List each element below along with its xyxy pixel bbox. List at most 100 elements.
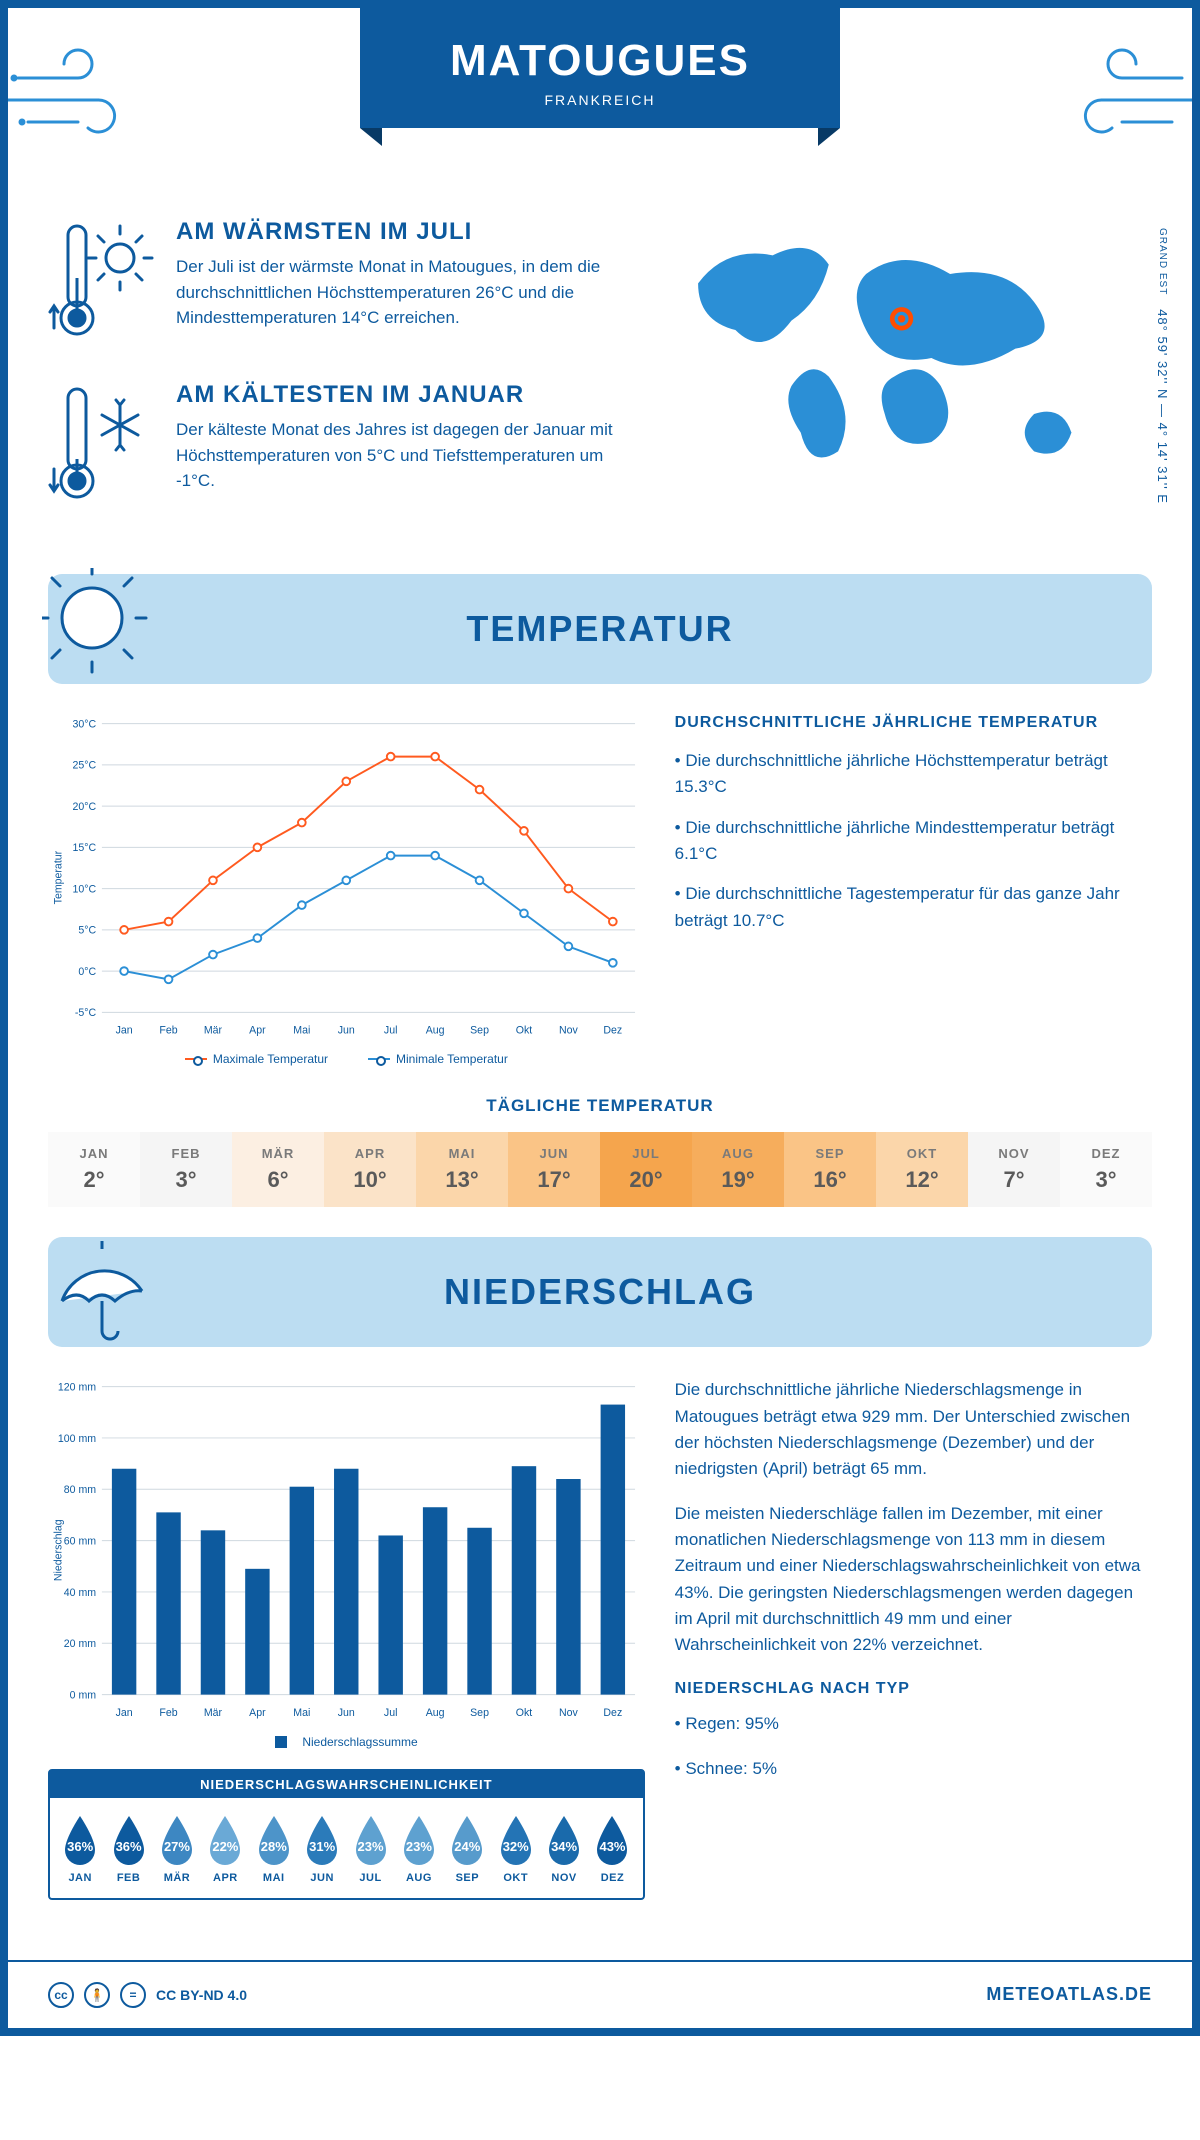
daily-cell: OKT12° xyxy=(876,1132,968,1207)
svg-text:-5°C: -5°C xyxy=(75,1007,97,1019)
svg-text:100 mm: 100 mm xyxy=(58,1433,96,1445)
precip-drop: 31%JUN xyxy=(298,1812,346,1884)
svg-text:Sep: Sep xyxy=(470,1025,489,1037)
svg-text:Sep: Sep xyxy=(470,1707,489,1719)
footer: cc 🧍 = CC BY-ND 4.0 METEOATLAS.DE xyxy=(8,1960,1192,2028)
daily-cell: JAN2° xyxy=(48,1132,140,1207)
coordinates: GRAND EST 48° 59' 32'' N — 4° 14' 31'' E xyxy=(1155,228,1170,504)
svg-text:15°C: 15°C xyxy=(72,842,96,854)
svg-text:Mär: Mär xyxy=(204,1025,223,1037)
brand: METEOATLAS.DE xyxy=(986,1984,1152,2005)
precip-drop: 23%AUG xyxy=(395,1812,443,1884)
daily-cell: MAI13° xyxy=(416,1132,508,1207)
svg-text:Okt: Okt xyxy=(516,1707,533,1719)
svg-text:Jan: Jan xyxy=(116,1707,133,1719)
svg-text:Feb: Feb xyxy=(159,1025,177,1037)
temperature-summary: DURCHSCHNITTLICHE JÄHRLICHE TEMPERATUR •… xyxy=(675,714,1152,1066)
world-map-svg xyxy=(636,218,1152,498)
daily-cell: SEP16° xyxy=(784,1132,876,1207)
precip-drop: 28%MAI xyxy=(250,1812,298,1884)
svg-text:Jun: Jun xyxy=(338,1025,355,1037)
temp-legend: Maximale Temperatur Minimale Temperatur xyxy=(48,1052,645,1066)
svg-text:60 mm: 60 mm xyxy=(64,1536,97,1548)
svg-text:Niederschlag: Niederschlag xyxy=(52,1519,64,1581)
svg-text:Jan: Jan xyxy=(116,1025,133,1037)
by-icon: 🧍 xyxy=(84,1982,110,2008)
svg-text:Dez: Dez xyxy=(603,1025,622,1037)
precip-drop: 24%SEP xyxy=(443,1812,491,1884)
cc-icon: cc xyxy=(48,1982,74,2008)
temperature-line-chart: -5°C0°C5°C10°C15°C20°C25°C30°CJanFebMärA… xyxy=(48,714,645,1066)
daily-cell: MÄR6° xyxy=(232,1132,324,1207)
svg-text:Dez: Dez xyxy=(603,1707,622,1719)
daily-cell: DEZ3° xyxy=(1060,1132,1152,1207)
precip-drop: 32%OKT xyxy=(492,1812,540,1884)
daily-cell: FEB3° xyxy=(140,1132,232,1207)
title-banner: MATOUGUES FRANKREICH xyxy=(360,8,840,128)
svg-text:Nov: Nov xyxy=(559,1025,579,1037)
umbrella-icon xyxy=(42,1231,162,1351)
svg-text:Apr: Apr xyxy=(249,1707,266,1719)
nd-icon: = xyxy=(120,1982,146,2008)
svg-text:Apr: Apr xyxy=(249,1025,266,1037)
svg-text:Temperatur: Temperatur xyxy=(52,850,64,904)
warmest-block: AM WÄRMSTEN IM JULI Der Juli ist der wär… xyxy=(48,218,616,353)
svg-text:30°C: 30°C xyxy=(72,718,96,730)
svg-text:25°C: 25°C xyxy=(72,760,96,772)
precip-drop: 27%MÄR xyxy=(153,1812,201,1884)
precipitation-summary: Die durchschnittliche jährliche Niedersc… xyxy=(675,1377,1152,1899)
wind-icon xyxy=(8,38,148,153)
thermometer-snow-icon xyxy=(48,381,158,516)
svg-text:20 mm: 20 mm xyxy=(64,1638,97,1650)
precip-probability-box: NIEDERSCHLAGSWAHRSCHEINLICHKEIT 36%JAN36… xyxy=(48,1769,645,1900)
page-frame: MATOUGUES FRANKREICH AM WÄRMSTEN IM JULI… xyxy=(0,0,1200,2036)
coldest-block: AM KÄLTESTEN IM JANUAR Der kälteste Mona… xyxy=(48,381,616,516)
svg-text:10°C: 10°C xyxy=(72,883,96,895)
license: cc 🧍 = CC BY-ND 4.0 xyxy=(48,1982,247,2008)
section-precipitation: NIEDERSCHLAG xyxy=(48,1237,1152,1347)
svg-text:40 mm: 40 mm xyxy=(64,1587,97,1599)
precipitation-bar-chart: 0 mm 20 mm 40 mm 60 mm 80 mm 100 mm 120 mm Jan F… xyxy=(48,1377,645,1899)
precip-drop: 34%NOV xyxy=(540,1812,588,1884)
city-title: MATOUGUES xyxy=(360,36,840,86)
svg-text:Mär: Mär xyxy=(204,1707,223,1719)
section-temperature: TEMPERATUR xyxy=(48,574,1152,684)
svg-text:120 mm: 120 mm xyxy=(58,1382,96,1394)
precip-legend: Niederschlagssumme xyxy=(48,1735,645,1749)
daily-cell: NOV7° xyxy=(968,1132,1060,1207)
daily-cell: JUN17° xyxy=(508,1132,600,1207)
svg-text:Jun: Jun xyxy=(338,1707,355,1719)
coldest-title: AM KÄLTESTEN IM JANUAR xyxy=(176,381,616,409)
coldest-body: Der kälteste Monat des Jahres ist dagege… xyxy=(176,417,616,494)
precip-drop: 36%FEB xyxy=(104,1812,152,1884)
warmest-title: AM WÄRMSTEN IM JULI xyxy=(176,218,616,246)
precip-drop: 36%JAN xyxy=(56,1812,104,1884)
daily-cell: AUG19° xyxy=(692,1132,784,1207)
precip-drop: 22%APR xyxy=(201,1812,249,1884)
header: MATOUGUES FRANKREICH xyxy=(8,8,1192,208)
intro-row: AM WÄRMSTEN IM JULI Der Juli ist der wär… xyxy=(48,218,1152,544)
svg-text:Okt: Okt xyxy=(516,1025,533,1037)
precip-drop: 43%DEZ xyxy=(588,1812,636,1884)
wind-icon xyxy=(1052,38,1192,153)
svg-text:Jul: Jul xyxy=(384,1707,398,1719)
svg-text:Feb: Feb xyxy=(159,1707,177,1719)
svg-text:80 mm: 80 mm xyxy=(64,1484,97,1496)
svg-text:Aug: Aug xyxy=(426,1025,445,1037)
daily-cell: JUL20° xyxy=(600,1132,692,1207)
svg-text:Aug: Aug xyxy=(426,1707,445,1719)
warmest-body: Der Juli ist der wärmste Monat in Matoug… xyxy=(176,254,616,331)
sun-icon xyxy=(42,568,162,688)
svg-text:Mai: Mai xyxy=(293,1025,310,1037)
svg-text:Jul: Jul xyxy=(384,1025,398,1037)
svg-text:20°C: 20°C xyxy=(72,801,96,813)
thermometer-sun-icon xyxy=(48,218,158,353)
precip-drop: 23%JUL xyxy=(346,1812,394,1884)
daily-cell: APR10° xyxy=(324,1132,416,1207)
svg-text:0 mm: 0 mm xyxy=(70,1690,97,1702)
svg-text:5°C: 5°C xyxy=(78,925,96,937)
svg-text:Mai: Mai xyxy=(293,1707,310,1719)
world-map: GRAND EST 48° 59' 32'' N — 4° 14' 31'' E xyxy=(636,218,1152,544)
country-subtitle: FRANKREICH xyxy=(360,92,840,108)
daily-temperature-table: TÄGLICHE TEMPERATUR JAN2°FEB3°MÄR6°APR10… xyxy=(48,1096,1152,1207)
